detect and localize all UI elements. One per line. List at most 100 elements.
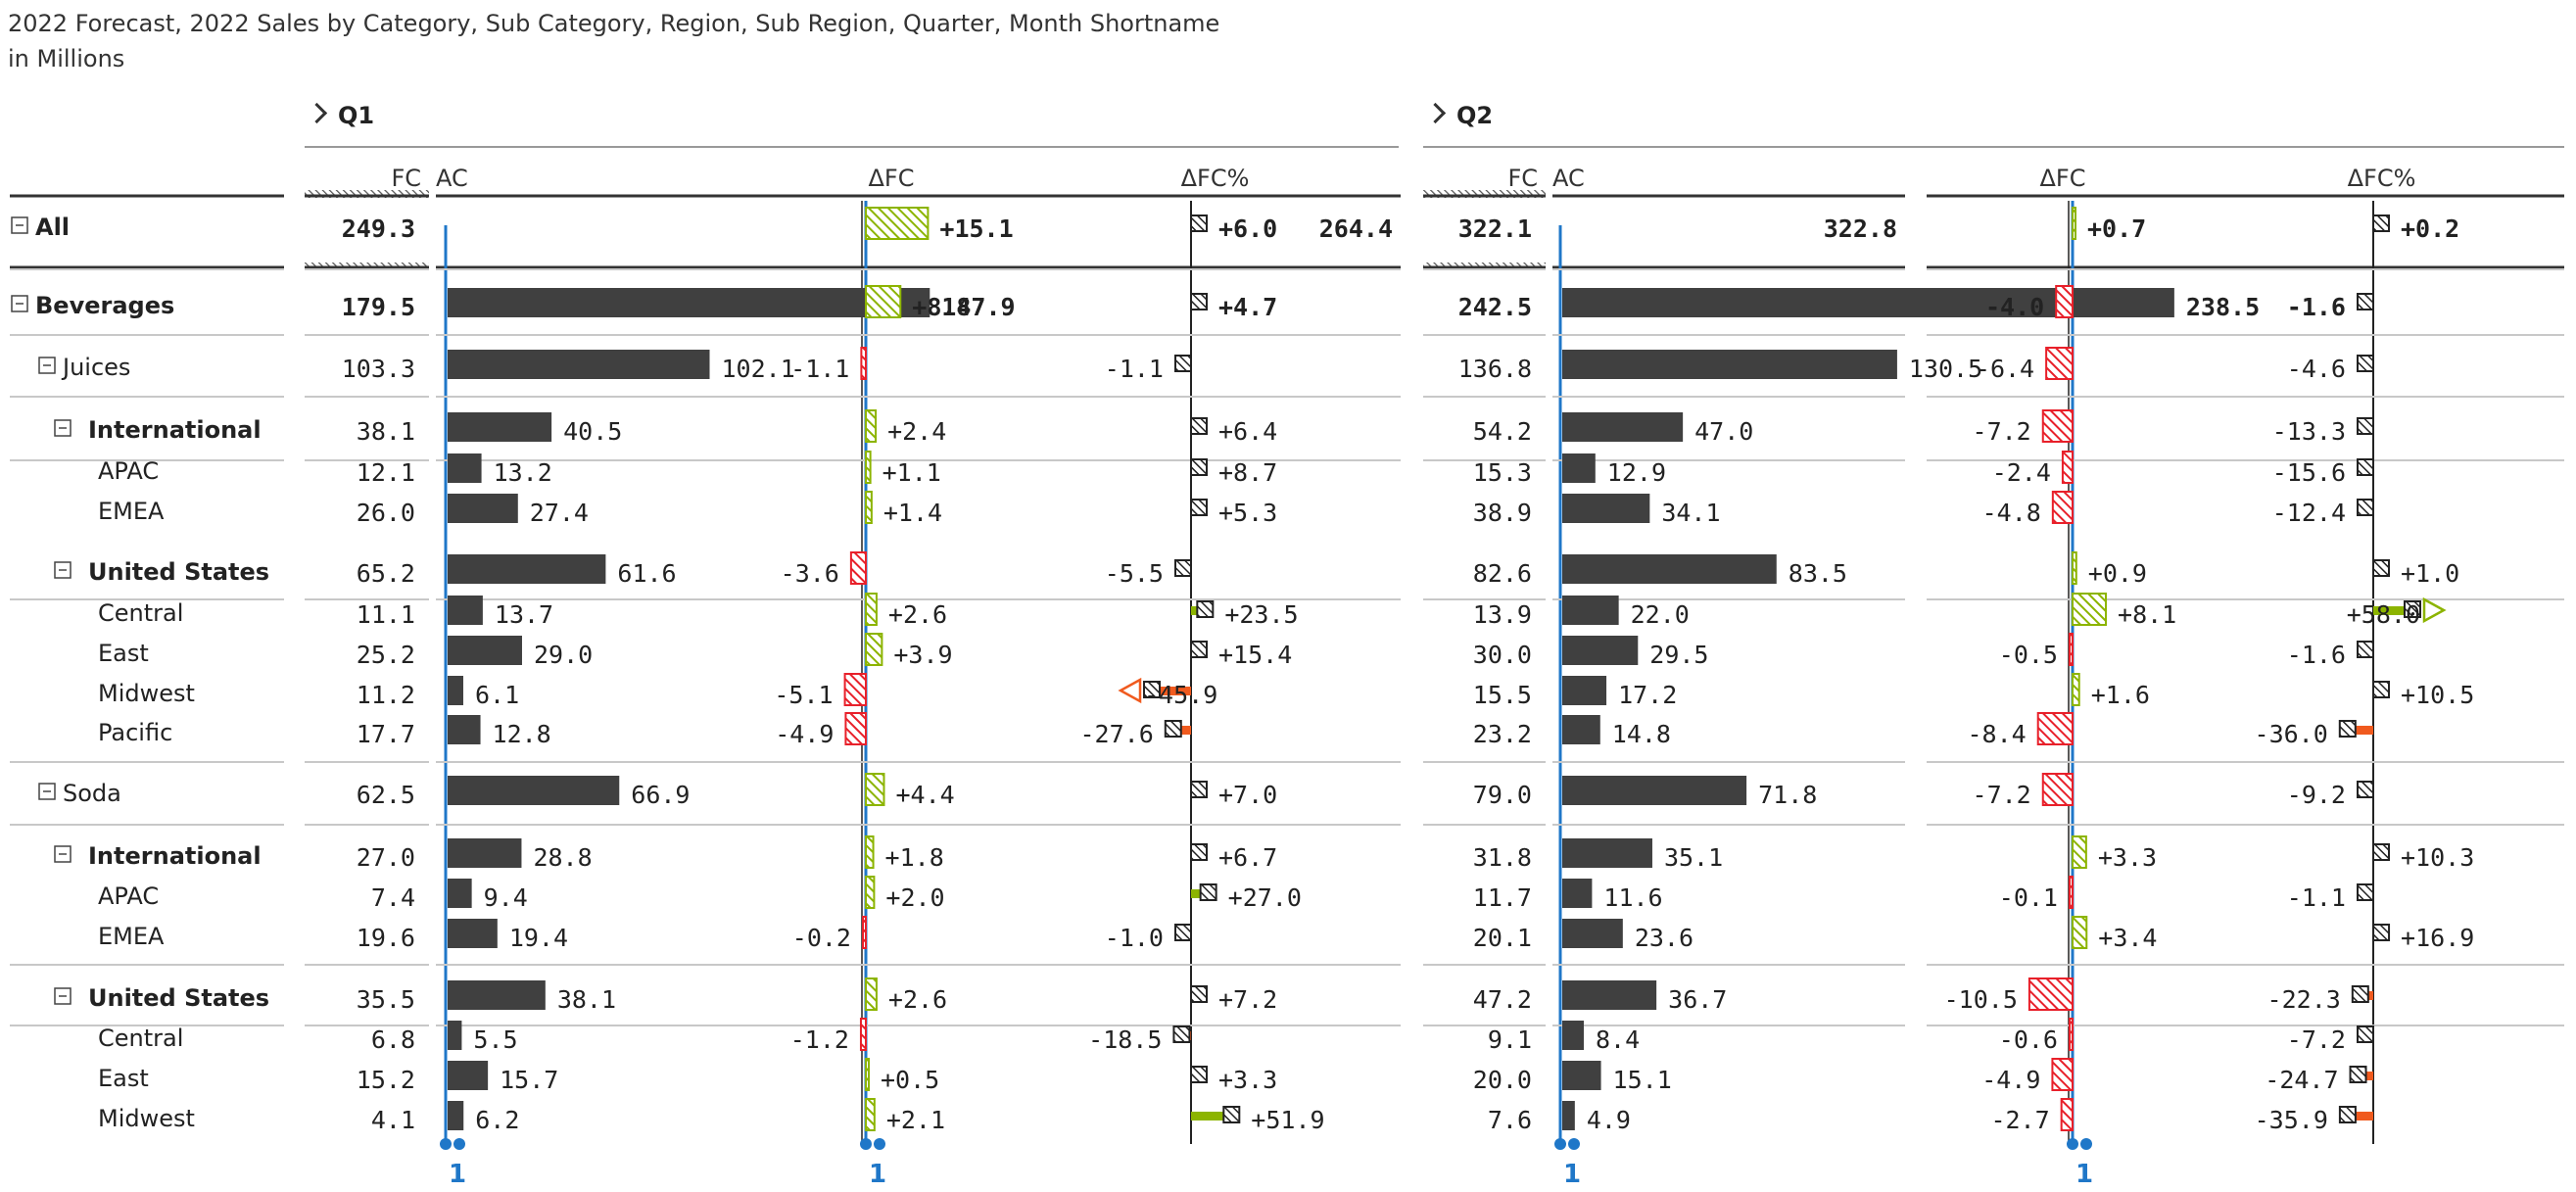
dfc-bar [2072, 673, 2080, 706]
row-label: United States [88, 558, 269, 586]
ac-value: 8.4 [1596, 1025, 1640, 1054]
ac-bar [448, 676, 463, 705]
row-label: Midwest [98, 1105, 195, 1132]
dfcp-marker [2372, 559, 2390, 577]
collapse-toggle-icon[interactable] [54, 987, 72, 1005]
quarter-label: Q2 [1456, 102, 1494, 129]
scale-marker-label: 1 [449, 1160, 466, 1189]
dfc-bar [2060, 1098, 2074, 1131]
quarter-header-q2[interactable]: Q2 [1424, 102, 1494, 129]
col-header-fc: FC [1507, 165, 1538, 192]
dfcp-value: -45.9 [1144, 681, 1217, 709]
row-label: International [88, 842, 262, 870]
dfcp-value: -13.3 [2272, 417, 2346, 446]
dfcp-marker [2357, 781, 2374, 798]
collapse-toggle-icon[interactable] [38, 357, 56, 374]
dfcp-marker [1190, 843, 1208, 861]
dfcp-value: +58.0 [2347, 600, 2420, 629]
ac-value: 15.1 [1613, 1066, 1672, 1094]
ac-value: 17.2 [1618, 681, 1677, 709]
dfc-bar [2051, 1058, 2074, 1091]
ac-bar [448, 554, 606, 584]
dfcp-value: +6.0 [1218, 215, 1277, 243]
fc-value: 9.1 [1488, 1025, 1532, 1054]
dfc-value: +0.9 [2088, 559, 2147, 588]
dfcp-marker [1190, 215, 1208, 232]
dfcp-value: -15.6 [2272, 458, 2346, 487]
dfcp-marker [2357, 293, 2374, 310]
row-label: International [88, 416, 262, 444]
dfc-value: -10.5 [1944, 985, 2018, 1014]
table-row: Central 6.8 5.5 -1.2 -18.5 9.1 8.4 -0.6 -7.2 [98, 1018, 2374, 1054]
dfc-bar [865, 491, 873, 524]
scale-handle [2080, 1138, 2092, 1150]
ac-value: 238.5 [2186, 293, 2260, 321]
dfcp-value: +0.2 [2401, 215, 2459, 243]
dfcp-marker [1190, 781, 1208, 798]
row-label: Central [98, 1025, 183, 1052]
dfcp-value: -35.9 [2255, 1106, 2328, 1134]
scale-marker-label: 1 [1563, 1160, 1581, 1189]
dfc-bar [843, 673, 868, 706]
collapse-toggle-icon[interactable] [54, 561, 72, 579]
dfc-value: -4.9 [1981, 1066, 2040, 1094]
dfcp-marker [2351, 985, 2369, 1003]
dfcp-marker [1174, 355, 1192, 372]
dfcp-marker [2372, 215, 2390, 232]
dfcp-marker [1190, 417, 1208, 435]
fc-value: 38.1 [357, 417, 415, 446]
dfc-value: -3.6 [781, 559, 839, 588]
collapse-toggle-icon[interactable] [54, 845, 72, 863]
dfc-bar [865, 773, 885, 806]
dfc-bar [2041, 409, 2075, 443]
ac-bar [1562, 980, 1657, 1010]
table-row: Midwest 11.2 6.1 -5.1 -45.9 15.5 17.2 +1.6 +10.5 [98, 673, 2474, 709]
ac-value: 27.4 [530, 499, 589, 527]
dfcp-marker [2338, 1106, 2357, 1123]
dfc-value: -6.4 [1976, 355, 2034, 383]
table-row: Beverages 179.5 187.9+8.4 +4.7 242.5 238.5 -4.… [11, 285, 2374, 321]
collapse-toggle-icon[interactable] [54, 419, 72, 437]
ac-value: 83.5 [1789, 559, 1847, 588]
col-header-fc: FC [391, 165, 421, 192]
col-header-dfc: ΔFC [2040, 165, 2086, 192]
dfc-value: +8.4 [912, 293, 971, 321]
fc-value: 20.1 [1473, 924, 1532, 952]
ac-value: 29.0 [534, 641, 593, 669]
dfc-value: +4.4 [895, 781, 954, 809]
scale-handle [874, 1138, 885, 1150]
dfcp-marker [2404, 600, 2421, 618]
dfc-value: +0.5 [881, 1066, 939, 1094]
ac-bar [1562, 715, 1600, 744]
dfcp-marker [1174, 924, 1192, 941]
dfcp-value: -1.1 [1105, 355, 1164, 383]
quarter-header-q1[interactable]: Q1 [306, 102, 374, 129]
ac-bar [448, 776, 620, 805]
dfc-value: +3.9 [893, 641, 952, 669]
dfcp-stem [1191, 1112, 1240, 1120]
dfc-value: -8.4 [1968, 720, 2027, 748]
table-row: All 249.3 264.4 +15.1 +6.0 322.1 322.8 +0.7 +0.2 [11, 207, 2459, 243]
collapse-toggle-icon[interactable] [11, 295, 28, 312]
dfcp-marker [2372, 681, 2390, 698]
dfcp-marker [1174, 559, 1192, 577]
ac-bar [1562, 596, 1619, 625]
fc-value: 242.5 [1458, 293, 1532, 321]
fc-value: 179.5 [342, 293, 415, 321]
ac-value: 28.8 [533, 843, 592, 872]
fc-value: 7.4 [371, 883, 415, 912]
dfc-value: +2.4 [887, 417, 946, 446]
fc-value: 82.6 [1473, 559, 1532, 588]
dfc-bar [865, 876, 876, 909]
dfcp-value: -1.6 [2287, 641, 2346, 669]
fc-value: 11.2 [357, 681, 415, 709]
dfc-bar [865, 207, 930, 240]
dfc-bar [2069, 633, 2074, 666]
table-row: Central 11.1 13.7 +2.6 +23.5 13.9 22.0 +8.1 +58.… [98, 593, 2447, 629]
collapse-toggle-icon[interactable] [11, 216, 28, 234]
ac-bar [1562, 636, 1639, 665]
scale-handle [440, 1138, 452, 1150]
collapse-toggle-icon[interactable] [38, 783, 56, 800]
dfc-bar [2072, 593, 2108, 626]
